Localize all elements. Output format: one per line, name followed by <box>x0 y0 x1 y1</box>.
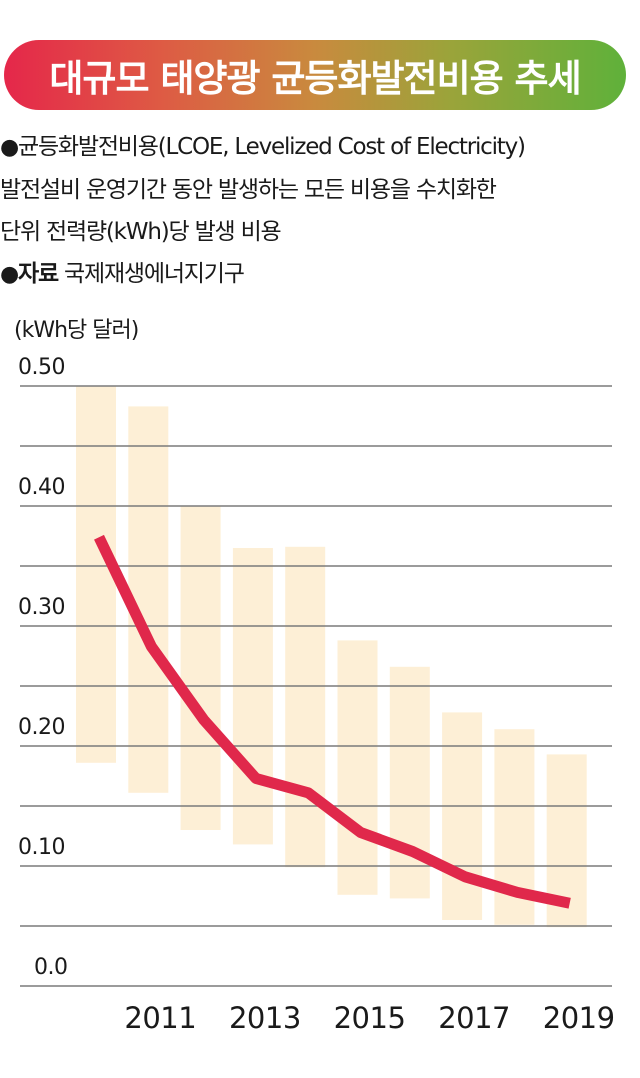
y-tick-label: 0.50 <box>18 355 65 380</box>
source-label: 자료 <box>18 261 59 287</box>
lcoe-trend-line <box>94 534 571 909</box>
range-bar <box>337 640 378 895</box>
range-bar <box>76 386 116 763</box>
range-bar <box>442 712 483 920</box>
x-tick-label: 2017 <box>438 1001 510 1035</box>
y-tick-label: 0.20 <box>18 715 65 740</box>
y-tick-label: 0.40 <box>18 475 65 500</box>
y-tick-label: 0.30 <box>18 595 65 620</box>
unit-label: (kWh당 달러) <box>14 318 139 343</box>
range-bar <box>232 548 273 845</box>
y-tick-label: 0.0 <box>34 955 68 980</box>
chart-title: 대규모 태양광 균등화발전비용 추세 <box>49 57 581 100</box>
source-value: 국제재생에너지기구 <box>64 261 245 287</box>
x-tick-label: 2013 <box>229 1001 301 1035</box>
x-axis-labels: 2011 2013 2015 2017 2019 <box>124 1001 615 1035</box>
title-banner: 대규모 태양광 균등화발전비용 추세 <box>4 40 626 110</box>
x-tick-label: 2015 <box>334 1001 406 1035</box>
bullet-icon: ● <box>0 135 19 160</box>
range-bar <box>285 546 326 868</box>
x-tick-label: 2019 <box>543 1001 615 1035</box>
gridlines <box>20 385 612 987</box>
definition-line-2: 발전설비 운영기간 동안 발생하는 모든 비용을 수치화한 <box>0 177 497 203</box>
range-bar <box>389 666 430 899</box>
range-bar <box>180 506 221 830</box>
bullet-icon: ● <box>0 262 19 287</box>
definition-line-1: ●균등화발전비용(LCOE, Levelized Cost of Electri… <box>0 134 526 160</box>
source-line: ●자료 국제재생에너지기구 <box>0 253 640 296</box>
description-block: ●균등화발전비용(LCOE, Levelized Cost of Electri… <box>0 126 640 296</box>
y-tick-label: 0.10 <box>18 835 65 860</box>
definition-line-3: 단위 전력량(kWh)당 발생 비용 <box>0 219 282 245</box>
y-axis-labels: 0.50 0.40 0.30 0.20 0.10 0.0 <box>18 355 68 980</box>
range-bars <box>76 386 587 928</box>
x-tick-label: 2011 <box>124 1001 196 1035</box>
